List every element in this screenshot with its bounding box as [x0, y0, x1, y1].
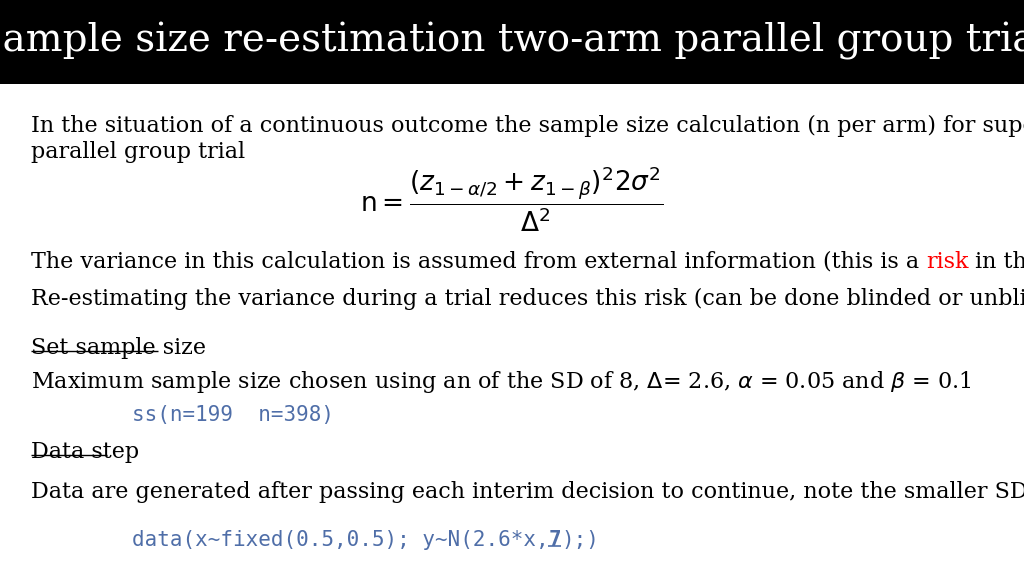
Text: );): );) — [561, 530, 599, 550]
Text: data(x~fixed(0.5,0.5); y~N(2.6*x,: data(x~fixed(0.5,0.5); y~N(2.6*x, — [31, 530, 548, 550]
Text: Re-estimating the variance during a trial reduces this risk (can be done blinded: Re-estimating the variance during a tria… — [31, 288, 1024, 310]
Text: 7: 7 — [548, 530, 561, 550]
Text: Data step: Data step — [31, 441, 139, 463]
Text: in the trial design).: in the trial design). — [969, 251, 1024, 272]
Text: Maximum sample size chosen using an of the SD of 8, $\Delta$= 2.6, $\alpha$ = 0.: Maximum sample size chosen using an of t… — [31, 369, 972, 395]
FancyBboxPatch shape — [0, 0, 1024, 84]
Text: Set sample size: Set sample size — [31, 337, 206, 359]
Text: $\mathrm{n} = \dfrac{(z_{1-\alpha/2}+z_{1-\beta})^{2}2\sigma^{2}}{\Delta^{2}}$: $\mathrm{n} = \dfrac{(z_{1-\alpha/2}+z_{… — [360, 164, 664, 234]
Text: ss(n=199  n=398): ss(n=199 n=398) — [31, 405, 334, 425]
Text: Data are generated after passing each interim decision to continue, note the sma: Data are generated after passing each in… — [31, 481, 1024, 503]
Text: risk: risk — [926, 251, 969, 272]
Text: Sample size re-estimation two-arm parallel group trial: Sample size re-estimation two-arm parall… — [0, 22, 1024, 60]
Text: parallel group trial: parallel group trial — [31, 141, 245, 163]
Text: The variance in this calculation is assumed from external information (this is a: The variance in this calculation is assu… — [31, 251, 926, 272]
Text: In the situation of a continuous outcome the sample size calculation (n per arm): In the situation of a continuous outcome… — [31, 115, 1024, 137]
